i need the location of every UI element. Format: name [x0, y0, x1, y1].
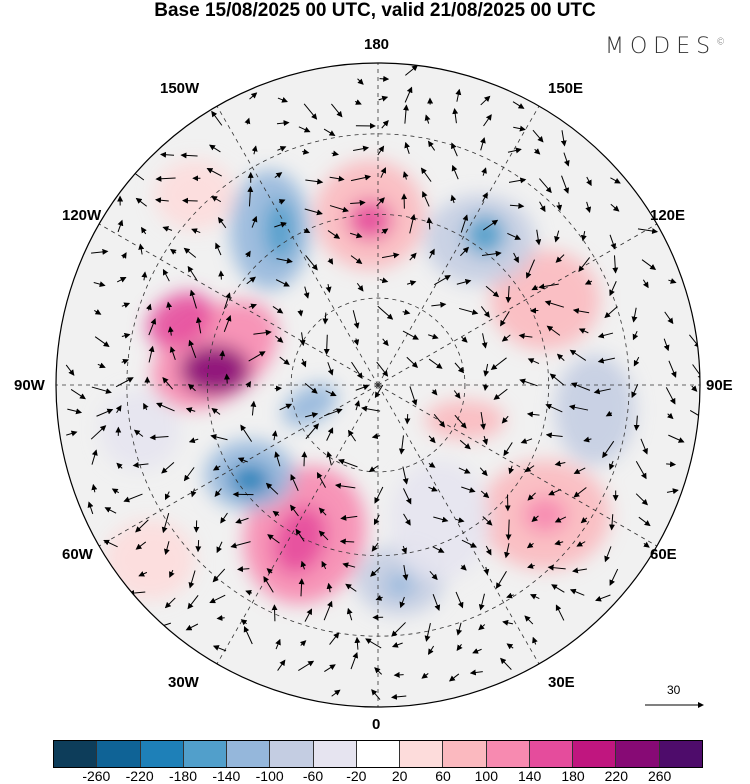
lon-label-150e: 150E [548, 80, 583, 97]
colorbar-label: 100 [475, 768, 498, 784]
colorbar-label: -180 [169, 768, 197, 784]
colorbar-swatch [184, 741, 227, 767]
lon-label-120w: 120W [62, 207, 101, 224]
lon-label-90w: 90W [14, 377, 45, 394]
anomaly-region [348, 200, 392, 240]
colorbar-swatch [314, 741, 357, 767]
colorbar-label: -260 [82, 768, 110, 784]
colorbar-swatch [97, 741, 140, 767]
colorbar-label: 20 [392, 768, 408, 784]
wind-arrow [666, 464, 675, 465]
lon-label-150w: 150W [160, 80, 199, 97]
colorbar-label: 140 [518, 768, 541, 784]
colorbar-label: -220 [126, 768, 154, 784]
lon-label-120e: 120E [650, 207, 685, 224]
anomaly-region [465, 215, 505, 255]
anomaly-region [105, 520, 195, 600]
colorbar-swatch [227, 741, 270, 767]
wind-arrow [183, 201, 198, 202]
lon-label-30w: 30W [168, 674, 199, 691]
wind-arrow [198, 540, 199, 551]
colorbar-swatch [487, 741, 530, 767]
colorbar-swatch [660, 741, 702, 767]
colorbar-label: -60 [303, 768, 323, 784]
colorbar-label: -100 [256, 768, 284, 784]
anomaly-region [100, 390, 180, 470]
colorbar-label: -20 [346, 768, 366, 784]
colorbar-label: 180 [561, 768, 584, 784]
lon-label-60w: 60W [62, 546, 93, 563]
anomaly-region [385, 573, 415, 597]
wind-arrow [395, 675, 404, 676]
anomaly-region [180, 345, 250, 395]
colorbar-label: 220 [605, 768, 628, 784]
lon-label-0: 0 [372, 716, 380, 733]
anomaly-region [155, 160, 235, 230]
lon-label-90e: 90E [706, 377, 733, 394]
wind-arrow [341, 541, 354, 542]
anomaly-region [265, 200, 295, 260]
colorbar-swatch [616, 741, 659, 767]
anomaly-region [523, 497, 567, 533]
lon-label-180: 180 [364, 36, 389, 53]
colorbar-swatch [530, 741, 573, 767]
wind-arrow [227, 374, 228, 383]
lon-label-30e: 30E [548, 674, 575, 691]
wind-arrow [304, 452, 305, 466]
wind-arrow [221, 271, 222, 279]
colorbar-swatch [54, 741, 97, 767]
colorbar-swatch [573, 741, 616, 767]
anomaly-region [555, 355, 635, 465]
colorbar-label: 60 [435, 768, 451, 784]
lon-label-60e: 60E [650, 546, 677, 563]
colorbar-label: -140 [212, 768, 240, 784]
colorbar-swatch [357, 741, 400, 767]
anomaly-region [425, 400, 505, 440]
colorbar-label: 260 [648, 768, 671, 784]
colorbar-labels: -260 -220 -180 -140 -100 -60 -20 20 60 100 140 180 2… [0, 768, 750, 784]
colorbar-swatch [443, 741, 486, 767]
colorbar [53, 740, 703, 768]
colorbar-swatch [400, 741, 443, 767]
colorbar-swatch [141, 741, 184, 767]
colorbar-swatch [270, 741, 313, 767]
reference-vector-label: 30 [667, 683, 680, 697]
